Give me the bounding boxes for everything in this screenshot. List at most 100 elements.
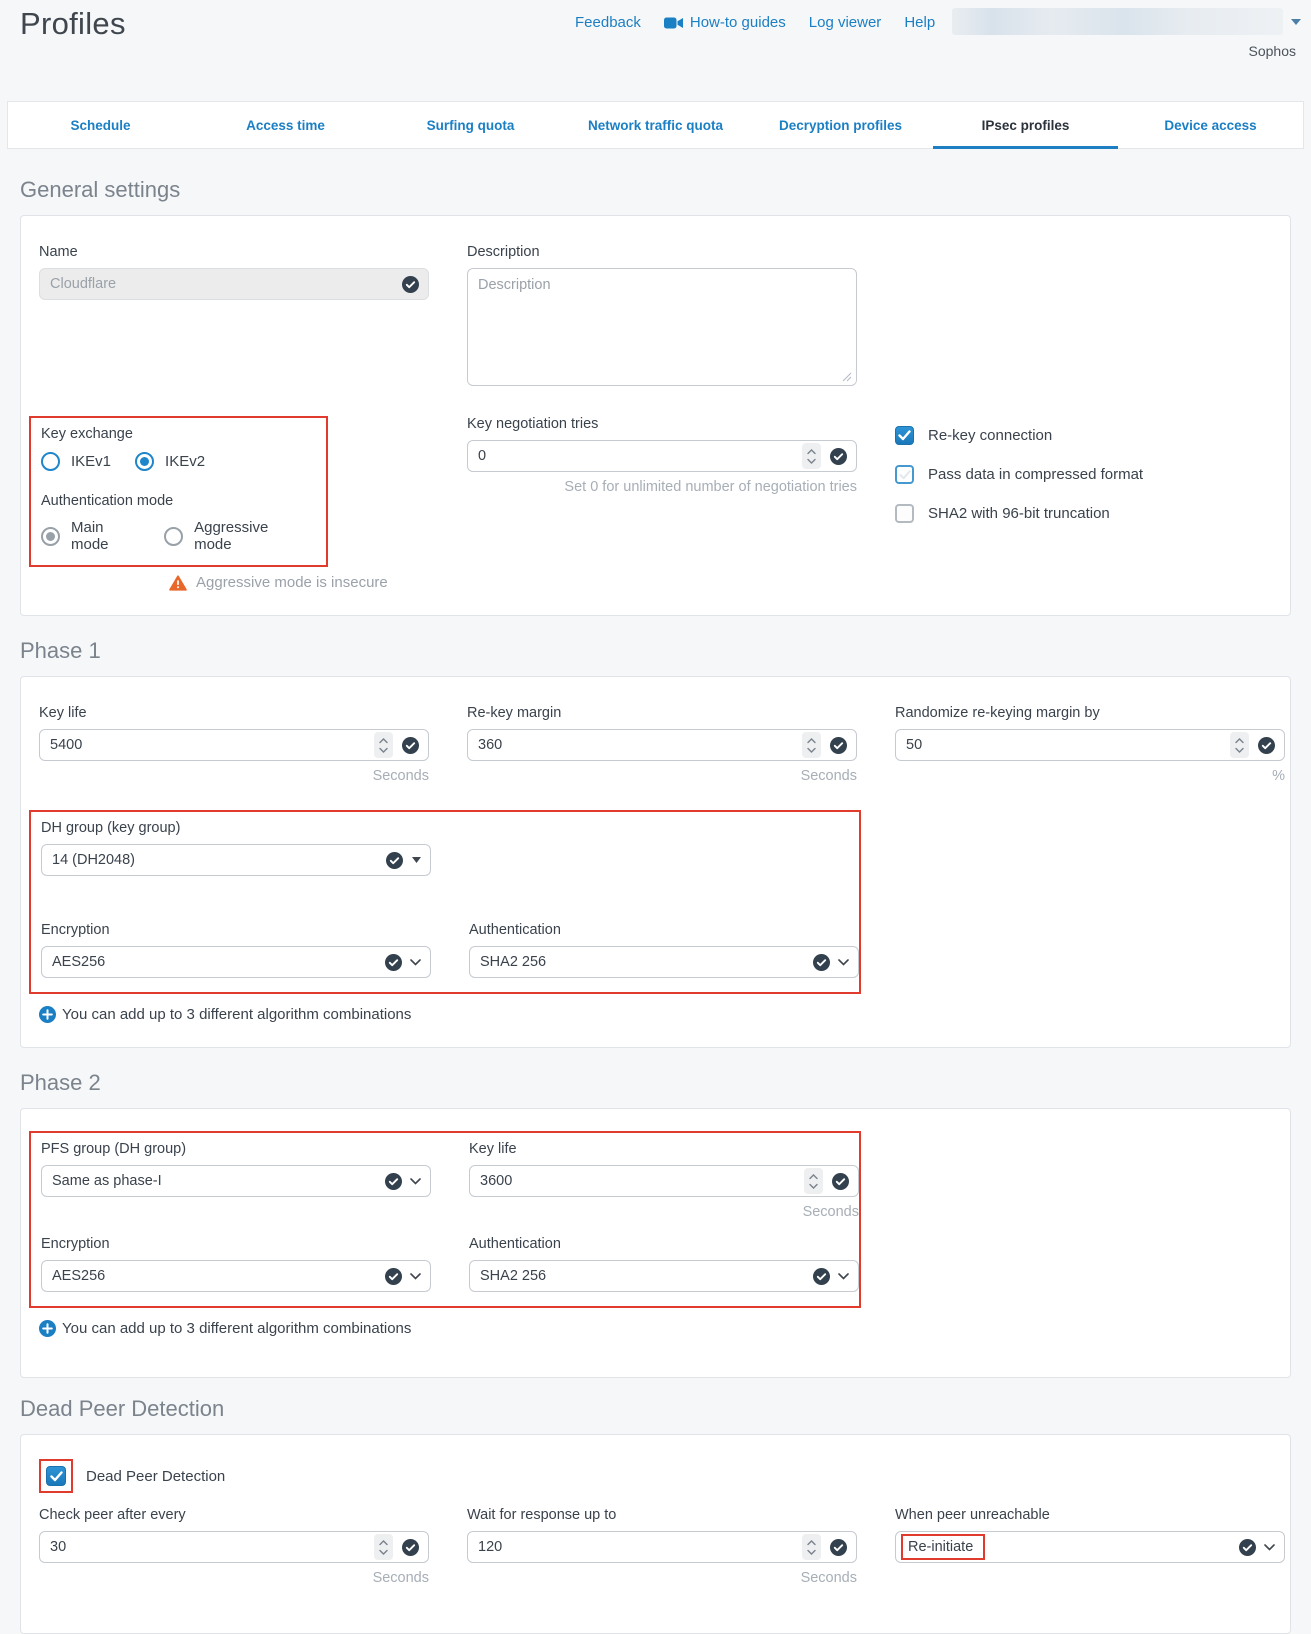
account-caret-down-icon[interactable] [1291, 19, 1301, 25]
phase1-heading: Phase 1 [20, 638, 101, 663]
tab-network-traffic-quota[interactable]: Network traffic quota [587, 117, 723, 133]
tab-access-time[interactable]: Access time [246, 117, 325, 133]
authentication-mode-label: Authentication mode [41, 493, 174, 509]
wait-response-field[interactable] [478, 1539, 802, 1555]
p2-note-text: You can add up to 3 different algorithm … [62, 1320, 412, 1337]
account-info-redacted[interactable] [952, 8, 1283, 35]
p2-key-life-input[interactable] [469, 1165, 859, 1197]
tab-decryption-profiles[interactable]: Decryption profiles [778, 117, 903, 133]
radio-aggressive-mode-label: Aggressive mode [194, 519, 269, 553]
p1-encryption-select[interactable]: AES256 [41, 946, 431, 978]
peer-unreachable-label: When peer unreachable [895, 1507, 1050, 1523]
stepper-control[interactable] [374, 732, 393, 758]
peer-unreachable-select[interactable]: Re-initiate [895, 1531, 1285, 1563]
p2-key-life-label: Key life [469, 1141, 517, 1157]
rekey-margin-unit: Seconds [800, 768, 857, 784]
p2-authentication-label: Authentication [469, 1236, 561, 1252]
tab-device-access[interactable]: Device access [1164, 117, 1257, 133]
stepper-control[interactable] [802, 1534, 821, 1560]
help-link[interactable]: Help [904, 14, 936, 31]
chevron-down-icon [838, 1272, 849, 1280]
dh-group-select[interactable]: 14 (DH2048) [41, 844, 431, 876]
dpd-checkbox[interactable] [46, 1466, 66, 1486]
rekey-margin-input[interactable] [467, 729, 857, 761]
p1-authentication-select[interactable]: SHA2 256 [469, 946, 859, 978]
phase1-algorithms-annotation: DH group (key group) 14 (DH2048) Encrypt… [29, 810, 861, 994]
page-title: Profiles [20, 6, 126, 41]
randomize-margin-field[interactable] [906, 737, 1230, 753]
radio-ikev2[interactable] [135, 452, 155, 471]
p2-key-life-unit: Seconds [802, 1204, 859, 1220]
radio-aggressive-mode [164, 526, 184, 546]
description-textarea[interactable] [467, 268, 857, 386]
radio-ikev2-label[interactable]: IKEv2 [165, 453, 206, 470]
phase1-card: Key life Seconds Re-key margin Seconds [20, 676, 1291, 1048]
rekey-connection-checkbox[interactable] [895, 426, 914, 445]
radio-ikev1[interactable] [41, 452, 60, 471]
stepper-control[interactable] [1230, 732, 1249, 758]
phase2-card: PFS group (DH group) Same as phase-I Key… [20, 1108, 1291, 1378]
sha2-truncation-checkbox[interactable] [895, 504, 914, 523]
name-input[interactable] [39, 268, 429, 300]
tab-surfing-quota[interactable]: Surfing quota [426, 117, 515, 133]
p2-encryption-select[interactable]: AES256 [41, 1260, 431, 1292]
pfs-group-select[interactable]: Same as phase-I [41, 1165, 431, 1197]
valid-check-icon [813, 953, 830, 971]
p2-authentication-select[interactable]: SHA2 256 [469, 1260, 859, 1292]
tab-ipsec-profiles[interactable]: IPsec profiles [933, 102, 1118, 149]
tab-schedule[interactable]: Schedule [70, 117, 131, 133]
wait-response-input[interactable] [467, 1531, 857, 1563]
profile-tabs: Schedule Access time Surfing quota Netwo… [7, 101, 1304, 149]
stepper-control[interactable] [804, 1168, 823, 1194]
rekey-margin-label: Re-key margin [467, 705, 562, 721]
compressed-format-checkbox[interactable] [895, 465, 914, 484]
resize-handle-icon[interactable] [842, 372, 852, 382]
compressed-format-label[interactable]: Pass data in compressed format [928, 466, 1144, 483]
chevron-down-icon [1264, 1543, 1275, 1551]
key-exchange-label: Key exchange [41, 426, 133, 442]
randomize-margin-input[interactable] [895, 729, 1285, 761]
check-peer-input[interactable] [39, 1531, 429, 1563]
stepper-control[interactable] [802, 443, 821, 469]
valid-check-icon [832, 1172, 849, 1190]
dpd-toggle-label[interactable]: Dead Peer Detection [86, 1467, 226, 1485]
dpd-card: Dead Peer Detection Check peer after eve… [20, 1434, 1291, 1634]
valid-check-icon [830, 1538, 847, 1556]
header-links: Feedback How-to guides Log viewer Help [575, 14, 935, 31]
sha2-truncation-label[interactable]: SHA2 with 96-bit truncation [928, 505, 1110, 522]
ipsec-profile-form: General settings Name Description [0, 177, 1311, 1634]
p1-encryption-label: Encryption [41, 922, 110, 938]
chevron-down-icon [410, 1272, 421, 1280]
key-negotiation-field[interactable] [478, 448, 802, 464]
p1-add-combination-note: You can add up to 3 different algorithm … [39, 1006, 1272, 1023]
p1-key-life-label: Key life [39, 705, 87, 721]
p1-key-life-field[interactable] [50, 737, 374, 753]
description-label: Description [467, 244, 540, 260]
howto-guides-link[interactable]: How-to guides [663, 14, 786, 31]
radio-ikev1-label[interactable]: IKEv1 [71, 453, 112, 470]
name-label: Name [39, 244, 78, 260]
stepper-control[interactable] [802, 732, 821, 758]
key-negotiation-input[interactable] [467, 440, 857, 472]
dh-group-value: 14 (DH2048) [52, 852, 136, 868]
plus-circle-icon[interactable] [39, 1320, 56, 1337]
radio-main-mode [41, 526, 60, 546]
p2-key-life-field[interactable] [480, 1173, 804, 1189]
name-input-field[interactable] [50, 276, 402, 292]
rekey-connection-label[interactable]: Re-key connection [928, 427, 1053, 444]
log-viewer-link[interactable]: Log viewer [808, 14, 882, 31]
phase2-annotation: PFS group (DH group) Same as phase-I Key… [29, 1131, 861, 1308]
p1-authentication-label: Authentication [469, 922, 561, 938]
check-peer-field[interactable] [50, 1539, 374, 1555]
general-settings-card: Name Description Key exchange [20, 215, 1291, 616]
feedback-link[interactable]: Feedback [575, 14, 641, 31]
dpd-checkbox-annotation [39, 1459, 73, 1493]
p1-key-life-input[interactable] [39, 729, 429, 761]
rekey-margin-field[interactable] [478, 737, 802, 753]
radio-main-mode-label: Main mode [71, 519, 109, 553]
howto-guides-label: How-to guides [689, 14, 786, 31]
valid-check-icon [386, 851, 403, 869]
plus-circle-icon[interactable] [39, 1006, 56, 1023]
stepper-control[interactable] [374, 1534, 393, 1560]
valid-check-icon [385, 953, 402, 971]
